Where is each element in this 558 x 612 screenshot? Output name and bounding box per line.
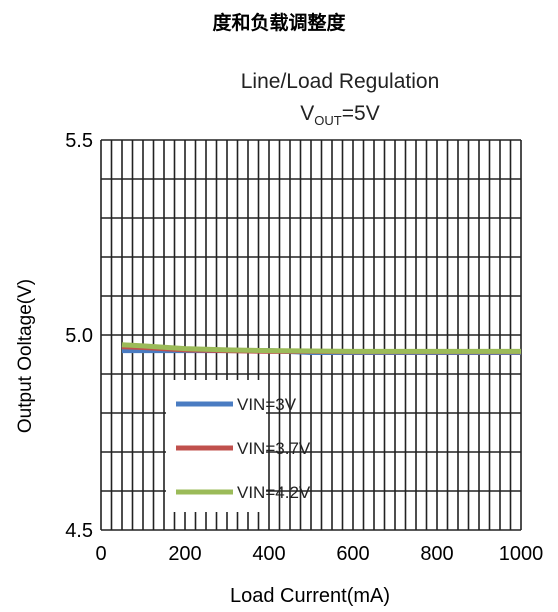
legend-label-3: VIN=4.2V — [237, 483, 311, 502]
x-tick-label: 400 — [252, 543, 285, 565]
y-tick-label: 4.5 — [65, 520, 93, 542]
x-tick-label: 600 — [336, 543, 369, 565]
x-tick-label: 1000 — [499, 543, 544, 565]
legend-label-1: VIN=3V — [237, 395, 297, 414]
x-tick-label: 200 — [168, 543, 201, 565]
chart-subtitle: VOUT=5V — [120, 102, 558, 128]
chart-title: Line/Load Regulation — [240, 70, 440, 93]
subtitle-main: V — [300, 102, 315, 125]
subtitle-rest: =5V — [341, 102, 380, 125]
x-axis-label: Load Current(mA) — [229, 585, 391, 607]
series-line-3 — [121, 342, 521, 354]
x-tick-label: 0 — [95, 543, 106, 565]
page-title: 度和负载调整度 — [212, 12, 346, 34]
y-tick-label: 5.0 — [65, 325, 93, 347]
x-tick-label: 800 — [420, 543, 453, 565]
legend-label-2: VIN=3.7V — [237, 439, 311, 458]
y-tick-label: 5.5 — [65, 130, 93, 152]
subtitle-subscript: OUT — [314, 113, 342, 129]
